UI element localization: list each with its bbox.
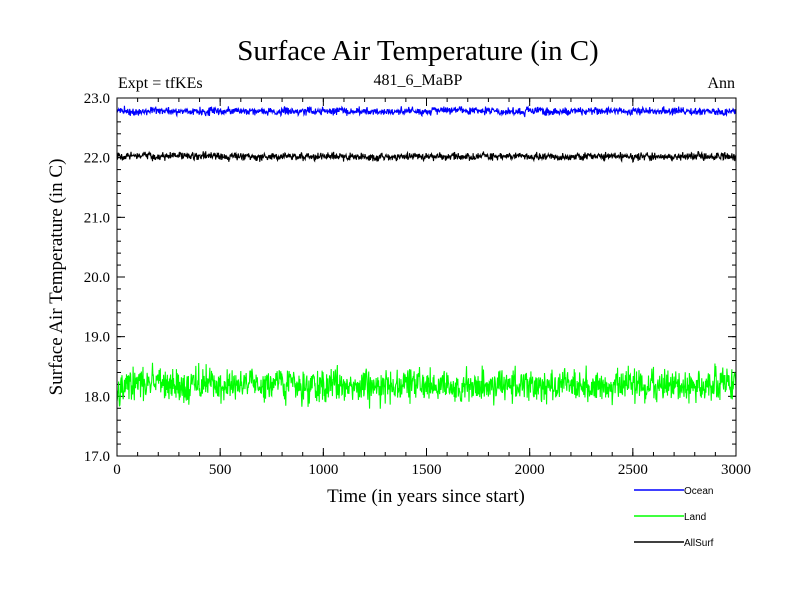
x-tick-label: 1000	[308, 462, 338, 478]
y-tick-label: 23.0	[84, 91, 110, 107]
legend-label-land: Land	[684, 512, 706, 523]
plot-frame	[116, 97, 737, 457]
y-tick-label: 19.0	[84, 330, 110, 346]
chart-left-label: Expt = tfKEs	[118, 75, 203, 92]
series-line-allsurf	[116, 150, 737, 164]
x-tick-label: 500	[209, 462, 232, 478]
x-tick-label: 1500	[412, 462, 442, 478]
chart-subtitle: 481_6_MaBP	[374, 72, 463, 89]
x-tick-label: 2000	[515, 462, 545, 478]
chart-title: Surface Air Temperature (in C)	[237, 35, 598, 67]
y-tick-label: 21.0	[84, 210, 110, 226]
y-tick-label: 20.0	[84, 270, 110, 286]
series-line-ocean	[116, 105, 737, 118]
chart-right-label: Ann	[707, 75, 735, 92]
y-axis-label: Surface Air Temperature (in C)	[46, 159, 67, 396]
series-line-land	[116, 362, 737, 409]
x-tick-label: 0	[113, 462, 121, 478]
legend-label-allsurf: AllSurf	[684, 538, 714, 549]
y-tick-label: 22.0	[84, 151, 110, 167]
y-tick-label: 17.0	[84, 449, 110, 465]
y-tick-label: 18.0	[84, 389, 110, 405]
x-tick-label: 2500	[618, 462, 648, 478]
x-axis-label: Time (in years since start)	[327, 486, 525, 507]
x-tick-label: 3000	[721, 462, 751, 478]
legend-label-ocean: Ocean	[684, 486, 713, 497]
